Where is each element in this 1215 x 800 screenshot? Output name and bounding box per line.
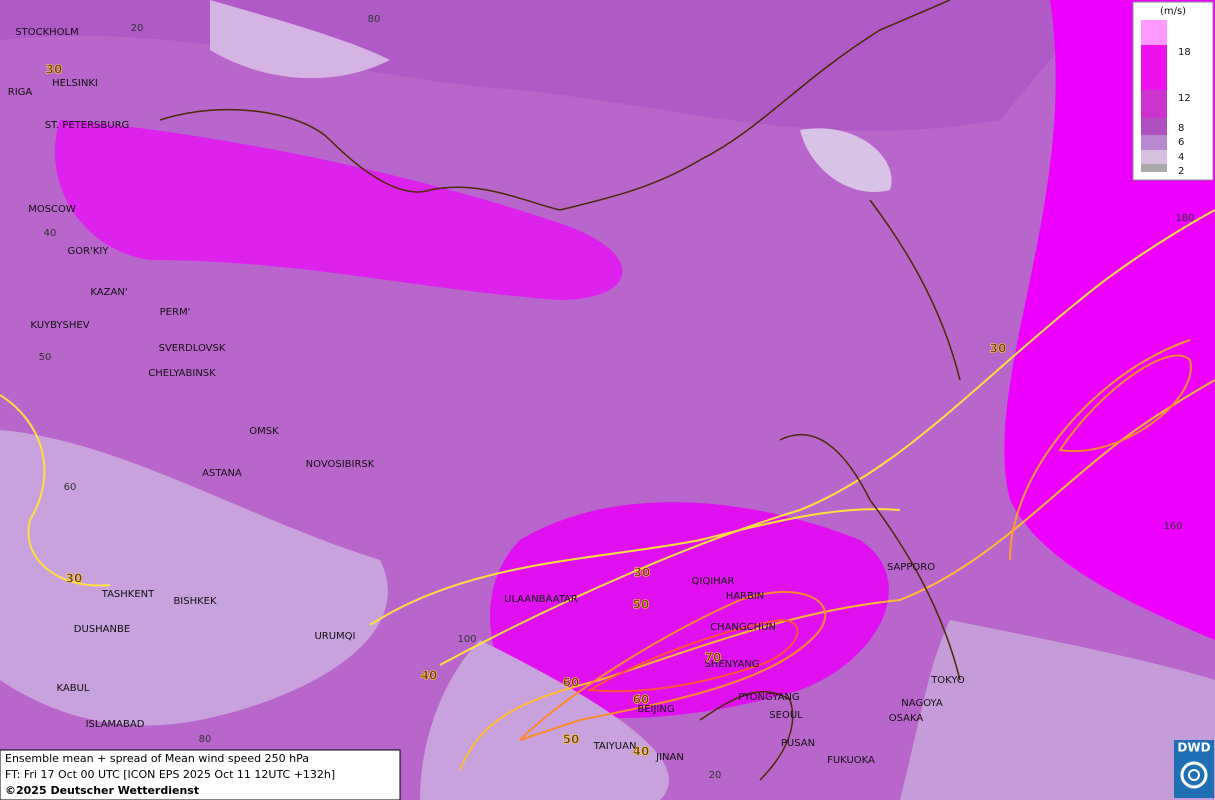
grid-label: 50 [39, 352, 52, 363]
city-label: PUSAN [781, 738, 815, 749]
city-label: TASHKENT [101, 589, 155, 600]
grid-label: 180 [1175, 213, 1194, 224]
contour-label: 70 [705, 651, 722, 665]
contour-label: 30 [634, 566, 651, 580]
city-label: URUMQI [314, 631, 355, 642]
grid-label: 100 [457, 634, 476, 645]
city-label: NAGOYA [901, 698, 943, 709]
grid-label: 40 [44, 228, 57, 239]
contour-label: 30 [990, 342, 1007, 356]
contour-label: 30 [46, 63, 63, 77]
city-label: PYONGYANG [738, 692, 799, 703]
footer-title: Ensemble mean + spread of Mean wind spee… [5, 752, 309, 765]
legend: (m/s) 18 12 8 6 4 2 [1132, 1, 1214, 181]
legend-level: 2 [1178, 166, 1184, 177]
contour-label: 50 [563, 733, 580, 747]
footer-forecast: FT: Fri 17 Oct 00 UTC [ICON EPS 2025 Oct… [5, 768, 335, 781]
city-label: SHENYANG [704, 659, 759, 670]
grid-label: 80 [199, 734, 212, 745]
city-label: DUSHANBE [74, 624, 130, 635]
city-label: MOSCOW [28, 204, 76, 215]
contour-label: 60 [633, 693, 650, 707]
grid-label: 80 [368, 14, 381, 25]
contours [0, 209, 1215, 771]
city-label: JINAN [655, 752, 684, 763]
city-label: PERM' [160, 307, 191, 318]
city-label: SAPPORO [887, 562, 935, 573]
legend-unit: (m/s) [1160, 6, 1186, 17]
coastlines [159, 0, 961, 781]
city-label: HARBIN [726, 591, 765, 602]
legend-level: 12 [1178, 93, 1191, 104]
contour-label: 40 [633, 745, 650, 759]
logo: DWD [1174, 740, 1214, 798]
city-label: ST. PETERSBURG [45, 120, 130, 131]
city-label: KUYBYSHEV [30, 320, 89, 331]
city-label: STOCKHOLM [15, 27, 78, 38]
city-label: QIQIHAR [692, 576, 735, 587]
grid-label: 160 [1163, 521, 1182, 532]
footer-copyright: ©2025 Deutscher Wetterdienst [5, 784, 199, 797]
city-label: CHANGCHUN [710, 622, 776, 633]
city-label: HELSINKI [52, 78, 98, 89]
city-label: ULAANBAATAR [504, 594, 578, 605]
city-label: ASTANA [202, 468, 242, 479]
labels: STOCKHOLM HELSINKI RIGA ST. PETERSBURG MOSCO… [8, 14, 1195, 781]
legend-level: 18 [1178, 47, 1191, 58]
city-label: OSAKA [889, 713, 924, 724]
city-label: RIGA [8, 87, 33, 98]
city-label: NOVOSIBIRSK [306, 459, 375, 470]
contour-label: 60 [563, 676, 580, 690]
city-label: TOKYO [930, 675, 965, 686]
city-label: TAIYUAN [593, 741, 637, 752]
city-label: ISLAMABAD [86, 719, 145, 730]
city-label: OMSK [249, 426, 279, 437]
grid-label: 20 [131, 23, 144, 34]
city-label: SEOUL [769, 710, 803, 721]
city-label: GOR'KIY [68, 246, 110, 257]
contour-label: 30 [66, 572, 83, 586]
city-label: CHELYABINSK [148, 368, 216, 379]
logo-text: DWD [1177, 741, 1210, 755]
city-label: FUKUOKA [827, 755, 875, 766]
city-label: KAZAN' [90, 287, 127, 298]
contour-label: 40 [421, 669, 438, 683]
city-label: BEIJING [637, 704, 674, 715]
city-label: BISHKEK [173, 596, 217, 607]
legend-level: 6 [1178, 137, 1184, 148]
legend-level: 4 [1178, 152, 1184, 163]
grid-label: 60 [64, 482, 77, 493]
contour-label: 50 [633, 598, 650, 612]
footer: Ensemble mean + spread of Mean wind spee… [0, 749, 401, 800]
grid-label: 20 [709, 770, 722, 781]
legend-level: 8 [1178, 123, 1184, 134]
city-label: KABUL [57, 683, 90, 694]
city-label: SVERDLOVSK [159, 343, 226, 354]
